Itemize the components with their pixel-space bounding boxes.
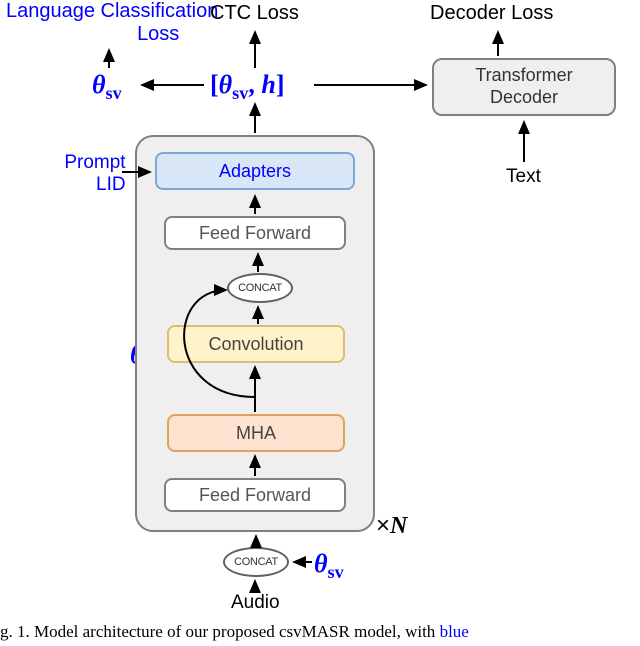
concat-outer-box: CONCAT (223, 547, 289, 577)
lang-class-line2: Loss (52, 23, 264, 46)
concat-inner-box: CONCAT (227, 273, 293, 303)
feed-forward-top-box: Feed Forward (164, 216, 346, 250)
text-label: Text (506, 166, 541, 188)
decoder-loss-label: Decoder Loss (430, 2, 553, 25)
figure-caption: g. 1. Model architecture of our proposed… (0, 622, 469, 642)
transformer-decoder-box: Transformer Decoder (432, 58, 616, 116)
audio-label: Audio (231, 592, 280, 614)
language-classification-loss-label: Language Classification Loss (6, 0, 218, 46)
convolution-box: Convolution (167, 325, 345, 363)
adapters-box: Adapters (155, 152, 355, 190)
theta-sv-top-left: θsv (92, 70, 122, 104)
feed-forward-bottom-box: Feed Forward (164, 478, 346, 512)
theta-h-expr: [θsv, h] (210, 70, 284, 104)
times-n-label: ×N (376, 512, 407, 540)
mha-box: MHA (167, 414, 345, 452)
ctc-loss-label: CTC Loss (210, 2, 299, 25)
theta-sv-bot: θsv (314, 549, 344, 583)
lang-class-line1: Language Classification (6, 0, 218, 22)
prompt-lid-label: Prompt LID (56, 152, 126, 196)
